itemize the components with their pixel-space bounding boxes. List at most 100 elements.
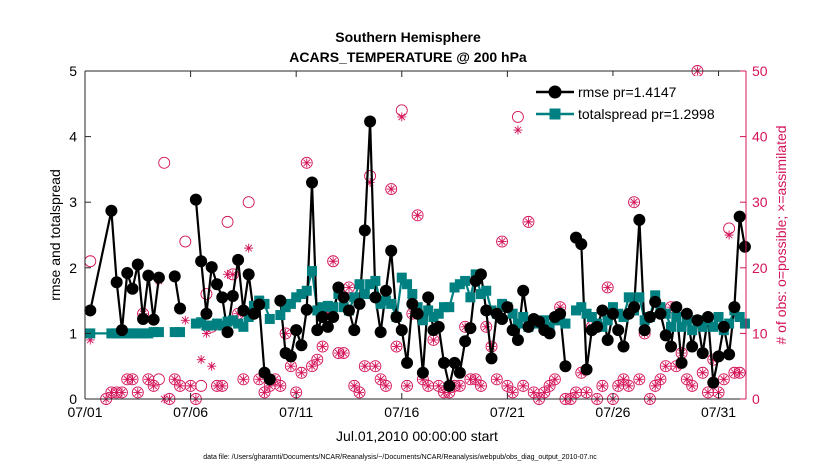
rmse-point [232,253,245,266]
totalspread-point [132,328,143,339]
obs-possible-point [696,366,709,379]
obs-assimilated-point [687,381,697,391]
rmse-point [316,311,329,323]
rmse-point [226,290,239,303]
y-tick-label-left: 0 [69,391,77,407]
obs-assimilated-point [708,355,718,365]
obs-assimilated-point [650,381,660,391]
rmse-point [707,376,720,389]
totalspread-point [365,279,376,290]
obs-assimilated-point [518,381,528,391]
totalspread-point [175,327,186,338]
obs-possible-point [628,196,641,209]
obs-assimilated-point [122,374,132,384]
obs-possible-point [390,340,403,353]
rmse-point [411,307,424,320]
rmse-point [633,213,646,226]
obs-assimilated-point [233,309,243,319]
obs-assimilated-point [180,315,190,325]
obs-assimilated-point [386,184,396,194]
rmse-point [712,350,725,363]
obs-possible-point [517,379,530,392]
obs-possible-point [654,373,667,386]
obs-possible-point [480,320,493,333]
rmse-point [628,301,641,314]
rmse-point [189,193,202,206]
rmse-point [290,324,303,337]
obs-assimilated-point [223,269,233,279]
totalspread-point [206,320,217,331]
obs-assimilated-point [376,374,386,384]
obs-assimilated-point [291,387,301,397]
y-tick-label-left: 1 [69,325,77,341]
obs-assimilated-point [286,361,296,371]
totalspread-point [607,302,618,313]
rmse-point [353,297,366,310]
y-tick-label-left: 3 [69,194,77,210]
rmse-point [485,352,498,365]
obs-possible-point [379,379,392,392]
observation-markers [84,65,746,405]
rmse-point [364,115,377,128]
obs-assimilated-point [149,381,159,391]
rmse-point [723,348,736,361]
obs-assimilated-point [619,374,629,384]
obs-possible-point [622,379,635,392]
totalspread-point [190,318,201,329]
obs-possible-point [369,360,382,373]
totalspread-point [322,300,333,311]
x-tick-label: 07/01 [67,404,102,420]
rmse-point [501,301,514,314]
obs-possible-point [490,373,503,386]
obs-assimilated-point [613,381,623,391]
totalspread-point [417,315,428,326]
obs-assimilated-point [228,269,238,279]
rmse-point [210,278,223,291]
totalspread-point [734,312,745,322]
totalspread-point [354,279,365,290]
rmse-point [448,356,461,369]
totalspread-point [423,305,434,316]
obs-assimilated-point [439,387,449,397]
rmse-point [543,327,556,340]
obs-assimilated-point [265,381,275,391]
x-axis-label: Jul.01,2010 00:00:00 start [336,428,498,444]
obs-assimilated-point [85,335,95,345]
totalspread-point [222,316,233,327]
totalspread-point [217,320,228,331]
obs-assimilated-point [381,381,391,391]
obs-possible-point [221,215,234,228]
y-axis-right-label: # of obs: o=possible; ×=assimilated [773,125,789,344]
rmse-point [643,311,656,323]
obs-assimilated-point [238,374,248,384]
totalspread-point [407,289,418,300]
rmse-point [670,301,683,314]
totalspread-point [618,312,629,322]
obs-assimilated-point [624,381,634,391]
totalspread-point [576,302,587,313]
obs-assimilated-point [128,374,138,384]
obs-assimilated-point [365,178,375,188]
rmse-point [617,340,630,353]
obs-assimilated-point [112,387,122,397]
obs-possible-point [633,373,646,386]
rmse-point [691,314,704,327]
rmse-point [416,366,429,379]
x-tick-label: 07/11 [279,404,313,420]
obs-assimilated-point [492,374,502,384]
obs-assimilated-point [143,374,153,384]
y-tick-label-left: 4 [69,129,77,145]
rmse-point [300,303,313,316]
totalspread-point [227,315,238,326]
totalspread-point [650,290,661,301]
obs-possible-point [511,110,524,123]
obs-assimilated-point [133,387,143,397]
totalspread-point [328,302,339,313]
rmse-point [733,210,746,223]
totalspread-point [138,328,149,339]
y-tick-label-right: 50 [752,63,768,79]
obs-assimilated-point [576,368,586,378]
totalspread-point [301,285,312,296]
obs-assimilated-point [455,381,465,391]
